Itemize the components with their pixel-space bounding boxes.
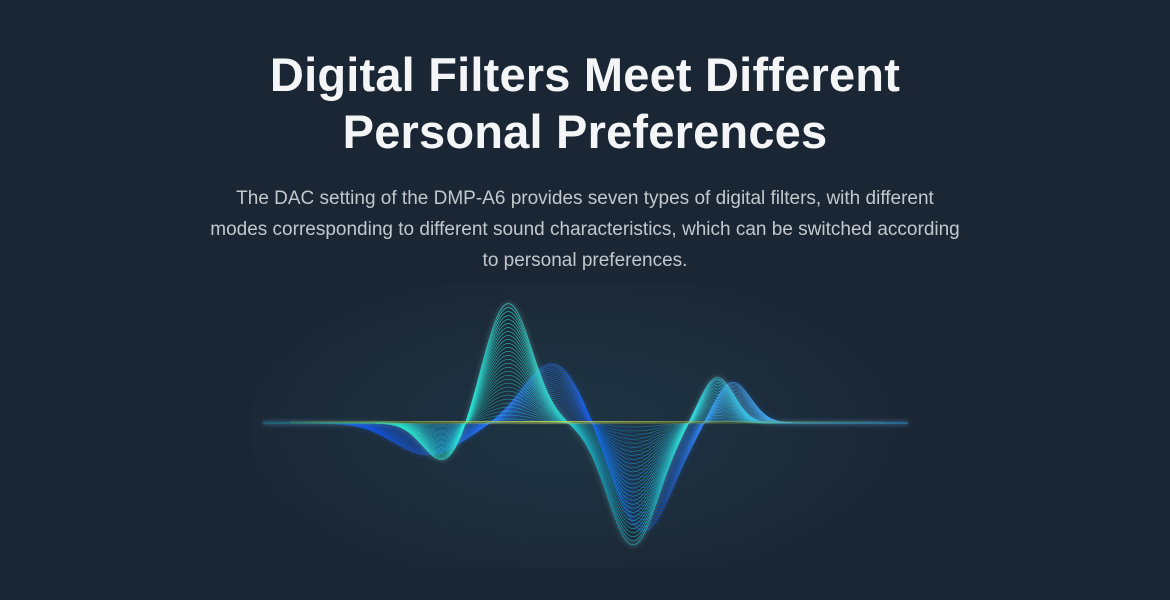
page-title: Digital Filters Meet Different Personal …: [0, 0, 1170, 160]
page-title-line: Digital Filters Meet Different: [269, 48, 901, 101]
waveform-graphic: [250, 283, 920, 568]
hero-description-line: The DAC setting of the DMP-A6 provides s…: [236, 188, 934, 209]
hero-description-line: to personal preferences.: [482, 250, 688, 271]
hero-description: The DAC setting of the DMP-A6 provides s…: [0, 183, 1170, 276]
page-title-line: Personal Preferences: [342, 105, 828, 158]
hero-description-line: modes corresponding to different sound c…: [210, 219, 960, 240]
waveform-svg: [250, 283, 920, 568]
